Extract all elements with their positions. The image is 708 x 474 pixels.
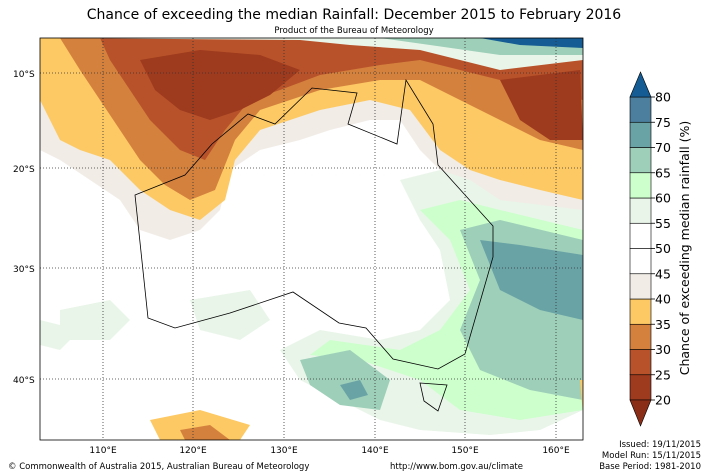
colorbar-segment	[629, 349, 652, 376]
colorbar-tick-label: 75	[655, 115, 671, 130]
colorbar-segment	[629, 222, 652, 249]
colorbar-segment	[629, 172, 652, 199]
model-run: Model Run: 15/11/2015	[602, 451, 701, 461]
issued: Issued: 19/11/2015	[619, 440, 701, 450]
title: Chance of exceeding the median Rainfall:…	[87, 7, 622, 23]
colorbar-under	[629, 399, 652, 427]
colorbar-tick-label: 70	[655, 140, 671, 155]
colorbar-tick-label: 80	[655, 90, 671, 105]
copyright: © Commonwealth of Australia 2015, Austra…	[8, 462, 309, 472]
map	[40, 38, 583, 440]
lat-labels: 10°S 20°S 30°S 40°S	[13, 70, 35, 386]
map-frame	[39, 37, 584, 441]
colorbar-tick-label: 45	[655, 266, 671, 281]
colorbar-tick-label: 25	[655, 367, 671, 382]
lat-label: 20°S	[13, 165, 35, 175]
colorbar-tick-label: 40	[655, 292, 671, 307]
colorbar-segment	[629, 298, 652, 325]
lon-label: 140°E	[361, 446, 389, 456]
colorbar-segment	[629, 374, 652, 401]
colorbar-segment	[629, 273, 652, 300]
colorbar-tick-label: 60	[655, 191, 671, 206]
colorbar-segment	[629, 147, 652, 174]
lat-label: 40°S	[13, 376, 35, 386]
lon-label: 150°E	[451, 446, 479, 456]
lon-label: 110°E	[89, 446, 117, 456]
url: http://www.bom.gov.au/climate	[390, 462, 523, 472]
lon-label: 160°E	[542, 446, 570, 456]
colorbar-over	[629, 71, 652, 98]
colorbar-segment	[629, 323, 652, 350]
colorbar-tick-label: 55	[655, 216, 671, 231]
lon-labels: 110°E 120°E 130°E 140°E 150°E 160°E	[89, 446, 570, 456]
footer: © Commonwealth of Australia 2015, Austra…	[8, 440, 701, 472]
lat-label: 30°S	[13, 265, 35, 275]
lon-label: 130°E	[270, 446, 298, 456]
subtitle: Product of the Bureau of Meteorology	[274, 26, 433, 36]
base-period: Base Period: 1981-2010	[599, 462, 701, 472]
colorbar-label: Chance of exceeding median rainfall (%)	[677, 121, 692, 376]
lat-label: 10°S	[13, 70, 35, 80]
colorbar-segment	[629, 96, 652, 123]
colorbar-tick-label: 65	[655, 165, 671, 180]
colorbar-tick-label: 20	[655, 393, 671, 408]
graticule	[40, 38, 583, 440]
colorbar: 20 25 30 35 40 45 50 55 60 65 70 75 80	[629, 71, 671, 427]
colorbar-tick-label: 35	[655, 317, 671, 332]
colorbar-segment	[629, 248, 652, 275]
colorbar-segment	[629, 121, 652, 148]
lon-label: 120°E	[179, 446, 207, 456]
colorbar-segment	[629, 197, 652, 224]
colorbar-tick-label: 30	[655, 342, 671, 357]
colorbar-tick-label: 50	[655, 241, 671, 256]
